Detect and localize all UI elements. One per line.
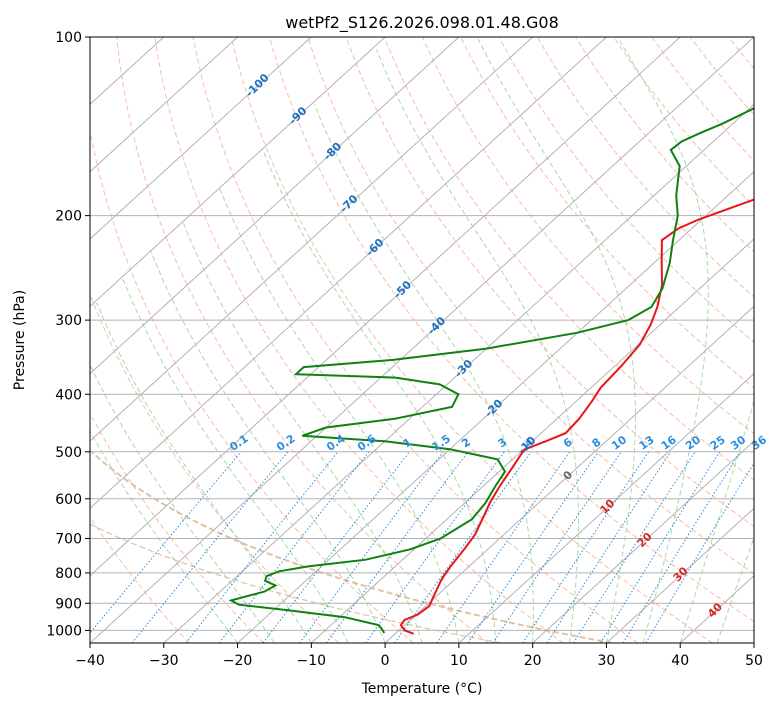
axes: −40 −30 −20 −10 0 10 20 30 40 50 100 200 300 400 500 60…	[46, 30, 763, 669]
dry-adiabat	[116, 37, 489, 643]
dry-adiabat	[192, 37, 639, 643]
y-tick-label: 1000	[46, 623, 82, 639]
dry-adiabat	[460, 37, 754, 389]
mixing-ratio-line	[394, 451, 532, 643]
mixing-ratio-line	[600, 451, 721, 643]
y-tick-label: 900	[55, 596, 82, 612]
isotherm-line	[90, 37, 312, 240]
mixing-ratio-line	[299, 451, 444, 643]
isotherm-line	[90, 37, 534, 442]
mixing-ratio-line	[218, 451, 370, 643]
x-tick-label: −10	[297, 653, 327, 669]
dry-adiabat	[383, 37, 754, 481]
x-tick-label: 10	[450, 653, 468, 669]
x-tick-label: −20	[223, 653, 253, 669]
mixing-ratio-line	[492, 451, 622, 643]
mixing-ratio-line	[365, 451, 505, 643]
moist-adiabat	[219, 188, 460, 643]
chart-title: wetPf2_S126.2026.098.01.48.G08	[285, 13, 559, 33]
x-axis-label: Temperature (°C)	[361, 681, 483, 697]
isotherm-line	[90, 37, 754, 643]
mixing-ratio-line	[325, 451, 469, 643]
moist-adiabat	[375, 49, 579, 643]
y-tick-label: 500	[55, 445, 82, 461]
y-tick-label: 800	[55, 566, 82, 582]
isotherm-line	[606, 507, 754, 643]
y-axis-label: Pressure (hPa)	[12, 290, 28, 390]
mixing-ratio-line	[436, 451, 571, 643]
x-tick-label: 30	[598, 653, 616, 669]
x-tick-label: 20	[524, 653, 542, 669]
dewpoint-profile	[228, 107, 754, 634]
mixing-ratio-line	[622, 451, 741, 643]
dry-adiabat	[307, 37, 754, 575]
y-tick-label: 600	[55, 492, 82, 508]
moist-adiabat	[476, 37, 636, 643]
mixing-ratio-line	[573, 451, 696, 643]
temperature-profile	[399, 198, 754, 635]
isotherm-line	[90, 37, 386, 308]
isotherm-line	[90, 37, 681, 577]
isotherm-line	[90, 37, 607, 509]
y-tick-label: 700	[55, 532, 82, 548]
dry-adiabat	[498, 37, 754, 344]
mixing-ratio-line	[645, 462, 754, 643]
x-tick-label: −40	[75, 653, 105, 669]
sounding-profiles	[228, 107, 754, 635]
background-lines	[90, 37, 754, 643]
moist-adiabat	[716, 536, 754, 643]
dry-adiabat	[536, 37, 754, 298]
isotherm-line	[237, 171, 754, 643]
dry-adiabat	[422, 37, 754, 435]
mixing-ratio-line	[90, 451, 242, 634]
isotherm-line	[532, 440, 754, 643]
isotherm-line	[90, 37, 460, 375]
x-tick-label: 50	[745, 653, 763, 669]
moist-adiabat	[150, 251, 386, 643]
dry-adiabat	[269, 37, 754, 623]
mixing-ratio-line	[546, 451, 672, 643]
moist-adiabat	[122, 278, 349, 643]
moist-adiabat	[679, 399, 754, 643]
dry-adiabat	[345, 37, 754, 528]
dry-adiabat	[154, 37, 564, 643]
isotherm-line	[458, 372, 754, 643]
y-tick-label: 200	[55, 209, 82, 225]
x-tick-label: −30	[149, 653, 179, 669]
plot-frame	[89, 36, 755, 644]
moist-adiabat	[182, 221, 423, 643]
mixing-ratio-line	[467, 451, 599, 643]
moist-adiabat	[90, 363, 275, 643]
moist-adiabat	[616, 37, 709, 643]
isotherm-line	[384, 305, 754, 643]
y-tick-label: 400	[55, 387, 82, 403]
y-tick-label: 300	[55, 313, 82, 329]
moist-adiabat	[262, 149, 497, 643]
isotherm-line	[90, 37, 238, 173]
dry-adiabat	[90, 412, 265, 643]
y-tick-label: 100	[55, 30, 82, 46]
x-tick-label: 0	[381, 653, 390, 669]
isotherm-line	[163, 103, 754, 643]
x-tick-label: 40	[671, 653, 689, 669]
moist-adiabat	[313, 104, 534, 643]
